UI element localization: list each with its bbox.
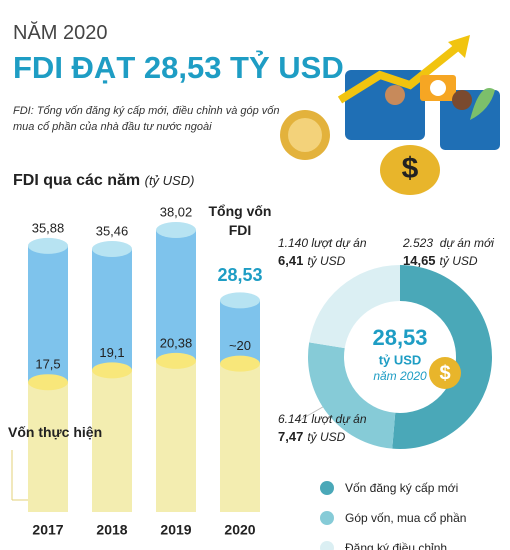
segment-note: 1.140 lượt dự án <box>278 236 367 250</box>
cylinder-cap <box>220 292 260 309</box>
data-label: 17,5 <box>35 357 60 372</box>
x-tick-label: 2019 <box>160 522 191 538</box>
value-label: 7,47 <box>278 429 304 444</box>
segment-value: 7,47 tỷ USD <box>278 429 345 444</box>
donut-segment <box>308 342 396 449</box>
center-unit: tỷ USD <box>379 352 422 367</box>
svg-text:$: $ <box>402 152 419 185</box>
cylinder-cap <box>220 355 260 372</box>
data-label: 19,1 <box>99 345 124 360</box>
value-unit: tỷ USD <box>307 430 346 444</box>
segment-note: 2.523 dự án mới <box>403 236 494 250</box>
kicker: NĂM 2020 <box>13 22 108 44</box>
data-label: 20,38 <box>160 335 193 350</box>
value-label: 6,41 <box>278 253 304 268</box>
value-label: 14,65 <box>403 253 436 268</box>
chart-title: FDI qua các năm (tỷ USD) <box>13 172 194 190</box>
data-label: 35,46 <box>96 223 129 238</box>
cylinder-cap <box>156 352 196 369</box>
legend-label: Đăng ký điều chỉnh <box>345 541 447 550</box>
series-annotation: Vốn thực hiện <box>8 424 103 440</box>
coin <box>429 357 461 389</box>
cylinder-cap <box>92 362 132 379</box>
series-annotation: Tổng vốn FDI <box>208 203 272 238</box>
center-note: năm 2020 <box>373 369 427 383</box>
title: FDI ĐẠT 28,53 TỶ USD <box>13 50 344 85</box>
legend-marker <box>320 541 334 550</box>
segment-value: 6,41 tỷ USD <box>278 253 345 268</box>
value-unit: tỷ USD <box>307 254 346 268</box>
data-label: 35,88 <box>32 220 65 235</box>
cylinder-cap <box>156 222 196 238</box>
donut-segment <box>392 265 492 449</box>
legend-marker <box>320 511 334 525</box>
cylinder-cap <box>92 240 132 257</box>
donut-segment <box>309 265 400 349</box>
cylinder-body <box>220 363 260 512</box>
segment-note: 6.141 lượt dự án <box>278 412 367 426</box>
data-label: 28,53 <box>217 265 262 285</box>
legend-label: Vốn đăng ký cấp mới <box>345 481 458 495</box>
data-label: ~20 <box>229 338 251 353</box>
coin-symbol: $ <box>439 362 450 384</box>
chart-unit: (tỷ USD) <box>144 173 195 188</box>
value-unit: tỷ USD <box>439 254 478 268</box>
x-tick-label: 2017 <box>32 522 63 538</box>
cylinder-body <box>156 360 196 512</box>
subtitle: FDI: Tổng vốn đăng ký cấp mới, điều chỉn… <box>13 105 280 133</box>
cylinder-cap <box>28 237 68 254</box>
cylinder-body <box>28 382 68 512</box>
legend-label: Góp vốn, mua cổ phần <box>345 511 466 525</box>
segment-value: 14,65 tỷ USD <box>403 253 478 268</box>
legend-marker <box>320 481 334 495</box>
center-value: 28,53 <box>372 325 427 350</box>
chart-title-text: FDI qua các năm <box>13 172 141 189</box>
donut-hole <box>345 302 455 412</box>
data-label: 38,02 <box>160 204 193 219</box>
x-tick-label: 2018 <box>96 522 127 538</box>
cylinder-body <box>92 370 132 512</box>
cylinder-cap <box>28 374 68 391</box>
x-tick-label: 2020 <box>224 522 255 538</box>
